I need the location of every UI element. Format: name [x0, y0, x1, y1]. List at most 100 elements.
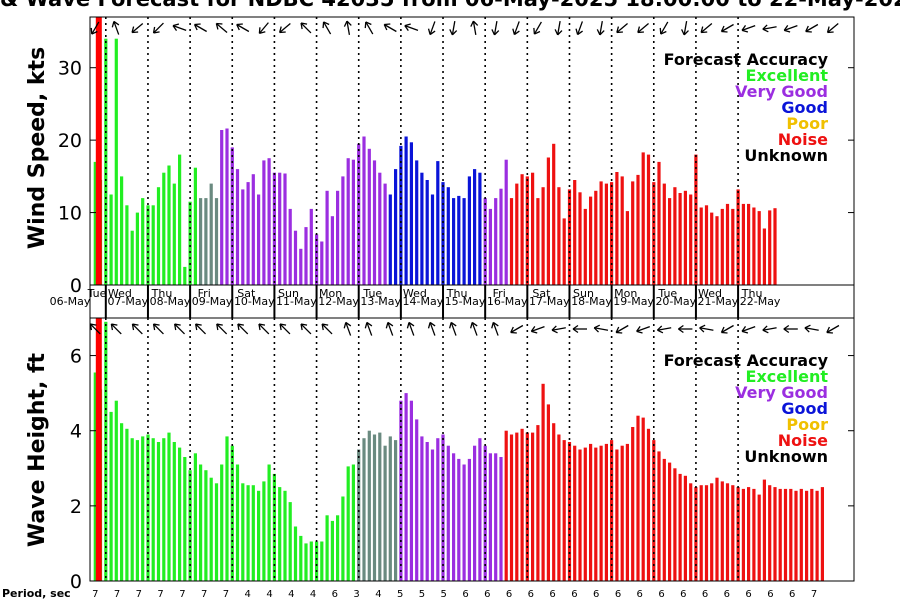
direction-arrow: [593, 324, 609, 333]
date-separators: [104, 285, 740, 318]
bar: [541, 187, 545, 285]
bar: [562, 440, 566, 581]
bar: [710, 483, 714, 581]
bar: [494, 453, 498, 581]
wind-axis-label: Wind Speed, kts: [25, 47, 50, 249]
arrow-head: [427, 28, 436, 36]
day-label: Wed: [698, 287, 722, 300]
bar: [689, 194, 693, 285]
wind-y-ticks: 0 10 20 30: [58, 58, 854, 297]
bar: [752, 207, 756, 285]
bar: [399, 400, 403, 581]
arrow-shaft: [153, 323, 164, 335]
date-label: 21-May: [698, 295, 739, 308]
date-label: 18-May: [571, 295, 612, 308]
bar: [293, 526, 298, 581]
bar: [636, 415, 640, 581]
bar: [462, 464, 466, 581]
arrow-head: [279, 26, 286, 34]
arrow-shaft: [721, 23, 734, 33]
arrow-head: [404, 23, 411, 31]
bar: [183, 457, 187, 581]
wave-day-lines: [105, 318, 739, 581]
period-value: 6: [702, 589, 708, 600]
arrow-head: [656, 325, 664, 334]
bar: [304, 227, 308, 285]
bar: [372, 434, 377, 581]
arrow-head: [343, 20, 352, 27]
legend-title: Forecast Accuracy: [664, 351, 829, 370]
bar: [109, 411, 113, 581]
period-value: 7: [92, 589, 98, 600]
arrow-shaft: [323, 21, 332, 35]
bar: [415, 419, 419, 581]
arrow-shaft: [195, 323, 207, 335]
bar: [546, 157, 550, 285]
current-time-marker: [95, 17, 102, 285]
arrow-shaft: [637, 23, 649, 33]
y-tick-label: 2: [70, 496, 82, 518]
bar: [762, 479, 766, 581]
arrow-shaft: [472, 20, 477, 36]
arrow-head: [172, 23, 180, 31]
arrow-head: [636, 326, 643, 334]
arrow-shaft: [91, 21, 100, 35]
period-value: 5: [397, 589, 403, 600]
bar: [657, 451, 661, 581]
bar: [172, 442, 176, 581]
period-value: 6: [767, 589, 773, 600]
arrow-shaft: [805, 23, 819, 33]
arrow-shaft: [131, 323, 143, 335]
bar: [683, 475, 687, 581]
bar: [762, 228, 766, 285]
y-tick-label: 0: [70, 571, 82, 593]
bar: [251, 174, 255, 285]
direction-arrow: [656, 325, 672, 334]
bar: [257, 490, 261, 581]
y-tick-label: 4: [70, 421, 82, 443]
date-axis-strip: Tue06-MayWed07-MayThu08-MayFri09-MaySat1…: [50, 284, 855, 319]
direction-arrow: [448, 321, 457, 336]
bar: [288, 502, 292, 581]
bar: [478, 438, 482, 581]
bar: [615, 449, 619, 581]
direction-arrow: [491, 321, 499, 336]
bar: [504, 159, 508, 285]
legend-entry: Unknown: [744, 146, 828, 165]
bar: [625, 443, 629, 581]
bar: [235, 169, 240, 285]
bar: [657, 161, 661, 285]
bar: [430, 449, 435, 581]
bar: [462, 198, 466, 285]
bar: [731, 485, 735, 581]
bar: [409, 142, 413, 285]
direction-arrow: [596, 20, 605, 36]
bar: [309, 208, 313, 285]
date-label: 15-May: [445, 295, 486, 308]
arrow-shaft: [762, 26, 777, 30]
bar: [378, 432, 382, 581]
arrow-head: [826, 26, 834, 34]
arrow-shaft: [366, 322, 373, 336]
bar: [446, 445, 450, 581]
direction-arrow: [279, 23, 291, 34]
direction-arrow: [152, 22, 164, 34]
bar: [188, 470, 192, 581]
arrow-shaft: [131, 23, 144, 33]
period-value: 6: [528, 589, 534, 600]
date-label: 11-May: [276, 295, 317, 308]
y-tick-label: 20: [58, 130, 82, 152]
bar: [299, 248, 303, 285]
bar: [114, 38, 118, 286]
arrow-shaft: [471, 322, 478, 336]
arrow-head: [300, 22, 308, 30]
bar: [93, 161, 97, 285]
bar: [736, 189, 740, 285]
day-label: Wed: [403, 287, 427, 300]
arrow-shaft: [531, 325, 545, 333]
arrow-head: [533, 27, 541, 35]
period-value: 6: [789, 589, 795, 600]
bar: [425, 442, 429, 581]
bar: [604, 443, 608, 581]
arrow-shaft: [387, 322, 394, 336]
